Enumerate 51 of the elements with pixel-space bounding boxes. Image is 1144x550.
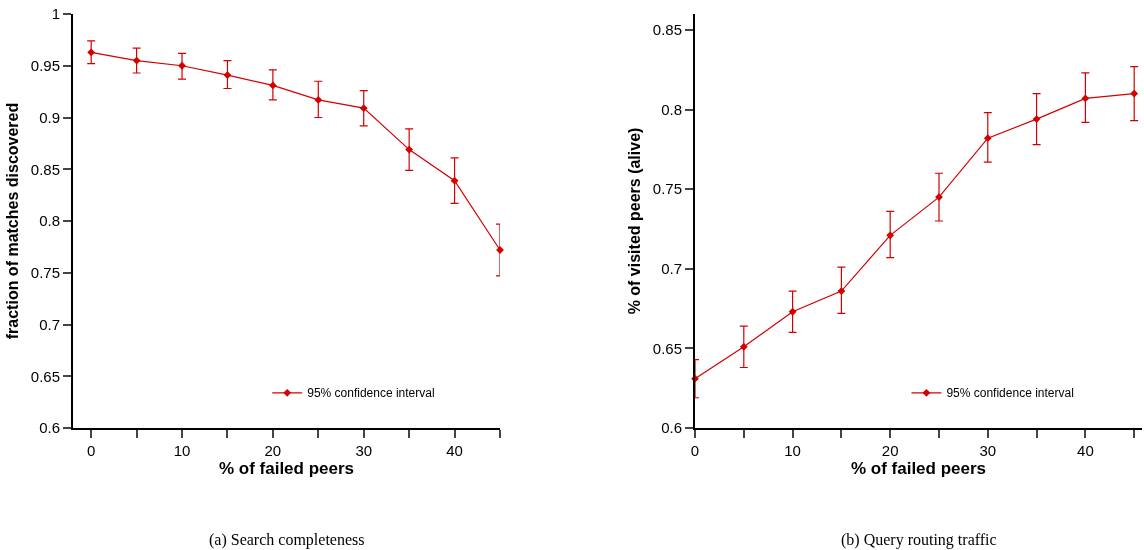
point — [132, 56, 141, 65]
point — [314, 96, 323, 104]
x-tick-label: 10 — [784, 442, 801, 459]
x-tick-label: 40 — [446, 442, 463, 459]
point — [739, 342, 748, 351]
y-tick-label: 0.9 — [39, 108, 60, 126]
text: (b) Query routing traffic — [841, 531, 997, 549]
point — [788, 307, 797, 316]
legend-label: 95% confidence interval — [946, 386, 1074, 401]
x-tick-label: 10 — [173, 442, 191, 459]
point — [837, 287, 846, 295]
y-tick-label: 0.6 — [39, 419, 60, 437]
point — [1130, 89, 1139, 98]
x-tick-label: 0 — [690, 442, 700, 459]
y-tick-label: 0.75 — [652, 180, 682, 198]
y-tick-label: 0.75 — [30, 264, 60, 281]
point — [178, 61, 186, 70]
y-axis-title: % of visited peers (alive) — [626, 127, 644, 315]
legend-label: 95% confidence interval — [307, 386, 435, 401]
y-tick-label: 0.85 — [30, 160, 60, 178]
y-tick-label: 1 — [51, 5, 60, 23]
x-axis-title: % of failed peers — [218, 459, 355, 478]
x-tick-label: 20 — [881, 442, 899, 459]
point — [405, 145, 414, 154]
point — [886, 231, 895, 240]
y-tick-label: 0.65 — [30, 367, 60, 385]
y-tick-label: 0.95 — [30, 57, 60, 74]
x-tick-label: 30 — [355, 442, 373, 459]
y-tick-label: 0.8 — [39, 212, 60, 230]
x-axis-title: % of failed peers — [850, 459, 987, 478]
x-tick-label: 40 — [1077, 442, 1094, 459]
text: (a) Search completeness — [209, 531, 365, 549]
point — [268, 81, 277, 90]
point — [1081, 94, 1090, 103]
point — [359, 104, 368, 113]
point — [450, 176, 459, 185]
x-tick-label: 20 — [264, 442, 282, 459]
y-tick-label: 0.65 — [652, 339, 682, 357]
point — [983, 134, 992, 143]
y-tick-label: 0.7 — [661, 260, 682, 278]
y-axis-title: fraction of matches discovered — [4, 102, 22, 340]
point — [935, 193, 943, 202]
point — [223, 71, 232, 79]
x-tick-label: 0 — [87, 442, 96, 459]
y-tick-label: 0.8 — [661, 100, 682, 118]
y-tick-label: 0.7 — [39, 315, 60, 333]
y-tick-label: 0.6 — [661, 419, 682, 437]
point — [1032, 115, 1041, 123]
point — [87, 48, 96, 57]
x-tick-label: 30 — [979, 442, 997, 459]
y-tick-label: 0.85 — [652, 21, 682, 39]
